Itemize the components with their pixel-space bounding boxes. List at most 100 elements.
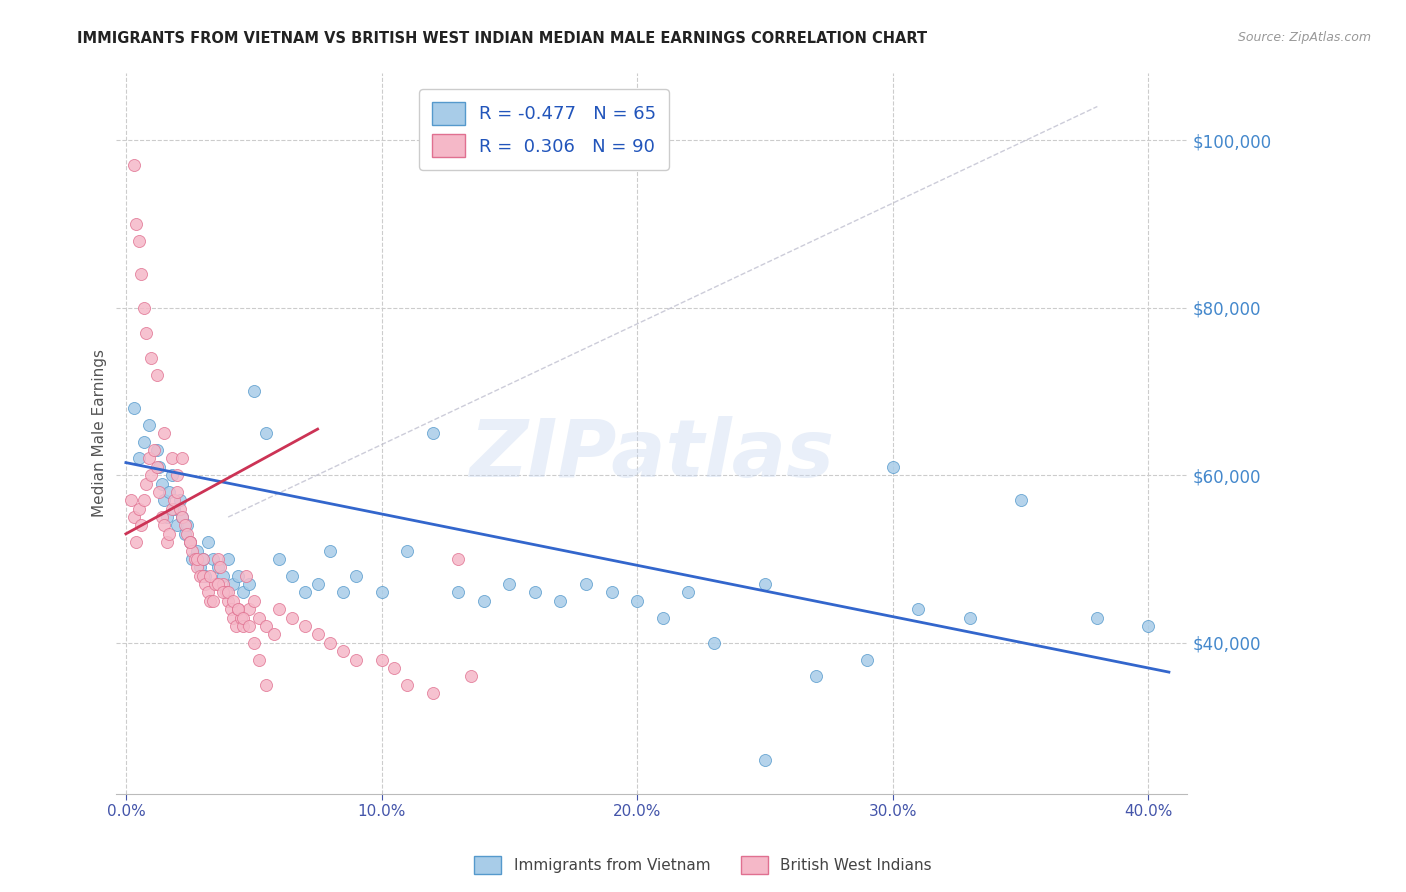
Point [166, 518, 188, 533]
Point [122, 158, 145, 172]
Point [186, 543, 208, 558]
Point [626, 594, 648, 608]
Point [212, 577, 235, 591]
Point [191, 552, 214, 566]
Point [181, 543, 204, 558]
Point [1085, 610, 1108, 624]
Point [191, 568, 214, 582]
Point [319, 543, 342, 558]
Point [472, 594, 495, 608]
Point [157, 485, 180, 500]
Point [148, 459, 170, 474]
Point [804, 669, 827, 683]
Point [186, 560, 208, 574]
Point [959, 610, 981, 624]
Point [207, 577, 229, 591]
Point [209, 560, 232, 574]
Point [703, 636, 725, 650]
Text: IMMIGRANTS FROM VIETNAM VS BRITISH WEST INDIAN MEDIAN MALE EARNINGS CORRELATION : IMMIGRANTS FROM VIETNAM VS BRITISH WEST … [77, 31, 928, 46]
Point [550, 594, 572, 608]
Point [132, 301, 155, 315]
Point [145, 459, 167, 474]
Point [222, 610, 245, 624]
Point [129, 518, 152, 533]
Point [247, 652, 270, 666]
Point [173, 518, 195, 533]
Point [396, 678, 419, 692]
Point [173, 526, 195, 541]
Point [447, 585, 470, 599]
Point [1010, 493, 1032, 508]
Point [422, 426, 444, 441]
Point [281, 610, 304, 624]
Point [247, 610, 270, 624]
Point [138, 417, 160, 432]
Point [269, 552, 291, 566]
Point [344, 568, 367, 582]
Point [523, 585, 546, 599]
Point [242, 384, 264, 399]
Point [235, 568, 257, 582]
Point [344, 652, 367, 666]
Point [307, 627, 329, 641]
Point [156, 510, 179, 524]
Point [181, 552, 204, 566]
Point [186, 552, 208, 566]
Point [212, 585, 235, 599]
Point [143, 443, 166, 458]
Point [332, 585, 354, 599]
Point [128, 451, 150, 466]
Legend: R = -0.477   N = 65, R =  0.306   N = 90: R = -0.477 N = 65, R = 0.306 N = 90 [419, 89, 669, 169]
Point [263, 627, 285, 641]
Point [228, 568, 250, 582]
Point [201, 552, 224, 566]
Point [188, 560, 211, 574]
Point [228, 602, 250, 616]
Point [132, 434, 155, 449]
Point [238, 619, 260, 633]
Point [160, 451, 183, 466]
Point [307, 577, 329, 591]
Point [856, 652, 879, 666]
Point [217, 594, 239, 608]
Point [294, 619, 316, 633]
Point [242, 636, 264, 650]
Point [157, 526, 180, 541]
Point [754, 577, 776, 591]
Point [678, 585, 700, 599]
Point [132, 493, 155, 508]
Point [128, 501, 150, 516]
Point [225, 619, 247, 633]
Point [197, 535, 219, 549]
Point [197, 585, 219, 599]
Point [163, 493, 186, 508]
Point [122, 401, 145, 416]
Point [125, 217, 148, 231]
Point [256, 426, 278, 441]
Point [163, 501, 186, 516]
Point [129, 267, 152, 281]
Point [150, 476, 173, 491]
Point [200, 568, 222, 582]
Point [188, 568, 211, 582]
Point [217, 552, 239, 566]
Point [882, 459, 904, 474]
Point [204, 577, 226, 591]
Point [281, 568, 304, 582]
Point [294, 585, 316, 599]
Point [238, 577, 260, 591]
Text: ZIPatlas: ZIPatlas [468, 416, 834, 494]
Point [179, 535, 201, 549]
Point [232, 619, 254, 633]
Point [166, 485, 188, 500]
Point [172, 510, 194, 524]
Point [191, 552, 214, 566]
Point [153, 518, 176, 533]
Point [256, 619, 278, 633]
Point [232, 585, 254, 599]
Point [156, 535, 179, 549]
Point [200, 594, 222, 608]
Point [145, 368, 167, 382]
Point [176, 518, 198, 533]
Point [169, 493, 191, 508]
